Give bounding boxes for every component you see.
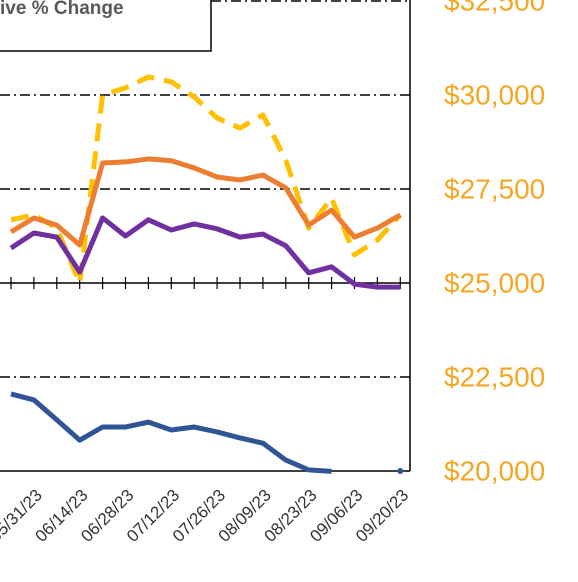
y2-tick-label: $25,000: [444, 267, 545, 298]
legend-title: ive % Change: [0, 0, 124, 19]
series-line: [11, 394, 400, 471]
series-line: [9, 215, 401, 290]
y2-tick-label: $27,500: [444, 173, 545, 204]
legend-box: [0, 0, 212, 52]
series-line: [9, 156, 402, 248]
series-point: [397, 468, 404, 474]
y2-tick-label: $32,500: [444, 0, 545, 16]
y2-tick-label: $22,500: [444, 361, 545, 392]
y2-tick-label: $30,000: [444, 79, 545, 110]
y2-tick-label: $20,000: [444, 455, 545, 486]
series-line: [10, 74, 403, 286]
